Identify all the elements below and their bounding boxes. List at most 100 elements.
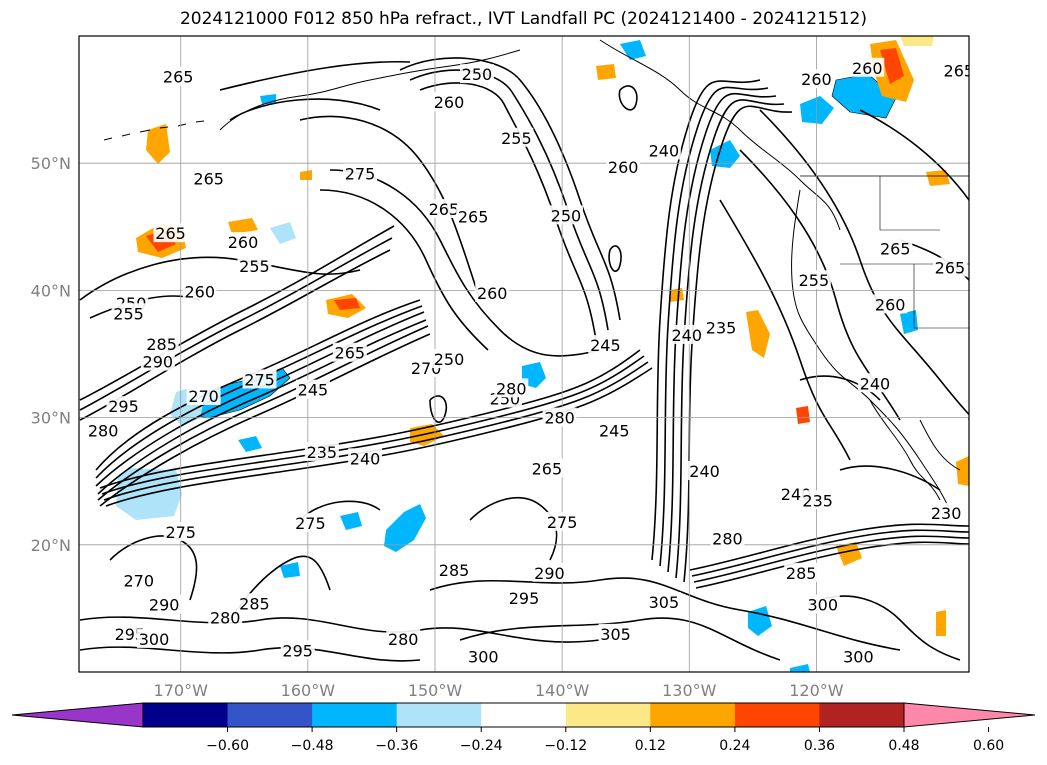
contour-label: 235 xyxy=(307,443,338,462)
contour-label-bg xyxy=(144,333,179,353)
contour-line xyxy=(419,82,597,341)
shade-patch xyxy=(270,222,296,244)
contour-label: 305 xyxy=(600,625,631,644)
contour-line xyxy=(695,541,969,589)
contour-label-bg xyxy=(186,385,221,405)
contour-line xyxy=(97,319,427,495)
colorbar-segment xyxy=(143,703,229,727)
shade-patch xyxy=(748,606,772,636)
contour-label-bg xyxy=(878,238,913,258)
shade-patch xyxy=(596,64,616,80)
colorbar-tick-label: −0.36 xyxy=(375,738,418,754)
contour-label-bg xyxy=(280,640,315,660)
contour-label: 240 xyxy=(689,462,720,481)
contour-label: 280 xyxy=(388,630,419,649)
shade-patch xyxy=(900,36,934,46)
contour-label: 280 xyxy=(712,529,743,548)
contour-label: 255 xyxy=(799,271,830,290)
contour-label-bg xyxy=(857,373,892,393)
shade-patch xyxy=(280,562,300,578)
lon-tick-label: 150°W xyxy=(408,681,463,700)
lon-tick-label: 160°W xyxy=(281,681,336,700)
contour-label-bg xyxy=(295,379,330,399)
contour-label-bg xyxy=(646,140,681,160)
contour-label: 280 xyxy=(544,409,575,428)
contour-label: 255 xyxy=(239,257,270,276)
lon-tick-label: 130°W xyxy=(662,681,717,700)
contour-label-bg xyxy=(208,607,243,627)
contour-line xyxy=(675,99,785,579)
contour-label-bg xyxy=(182,281,217,301)
contour-label: 260 xyxy=(875,295,906,314)
contour-label-bg xyxy=(606,157,641,177)
contour-label: 240 xyxy=(860,374,891,393)
contour-line xyxy=(651,79,761,561)
contour-label-bg xyxy=(121,570,156,590)
coastline-baja xyxy=(869,399,941,501)
contour-label: 285 xyxy=(786,564,817,583)
lon-tick-label: 120°W xyxy=(789,681,844,700)
contour-label-bg xyxy=(532,562,567,582)
contour-label-bg xyxy=(304,441,339,461)
contour-label-bg xyxy=(237,593,272,613)
contour-line xyxy=(839,465,941,491)
shade-patch xyxy=(300,170,312,180)
contour-label-bg xyxy=(111,303,146,323)
contour-line xyxy=(691,529,969,577)
colorbar-segment xyxy=(396,703,482,727)
contour-label-bg xyxy=(426,198,461,218)
contour-label-bg xyxy=(929,503,964,522)
contour-label-bg xyxy=(456,206,491,226)
contour-label: 235 xyxy=(802,491,833,510)
contour-label: 250 xyxy=(551,206,582,225)
contour-label-bg xyxy=(386,628,421,648)
contour-label-bg xyxy=(237,256,272,276)
contour-label-bg xyxy=(137,628,172,648)
shade-patch xyxy=(620,40,646,60)
shade-patch xyxy=(880,48,904,84)
contour-line xyxy=(79,225,395,401)
coastlines xyxy=(103,39,969,511)
shade-patch xyxy=(956,456,969,486)
contour-line xyxy=(693,535,969,583)
colorbar-tick-label: −0.60 xyxy=(206,738,249,754)
colorbar-segment xyxy=(565,703,651,727)
colorbar-segment xyxy=(227,703,313,727)
contour-line xyxy=(79,646,421,662)
colorbar-extend-low xyxy=(11,702,144,728)
contour-label: 300 xyxy=(468,648,499,667)
shade-patch xyxy=(334,298,360,310)
contour-label: 260 xyxy=(801,70,832,89)
contour-line xyxy=(859,109,969,201)
contour-label: 265 xyxy=(880,239,911,258)
contour-line xyxy=(319,189,489,351)
contour-line xyxy=(219,60,411,91)
contour-label: 290 xyxy=(149,596,180,615)
contour-label: 275 xyxy=(295,514,326,533)
contour-label-bg xyxy=(86,420,121,440)
shade-patch xyxy=(238,436,262,452)
contour-label: 245 xyxy=(599,421,630,440)
contour-label-bg xyxy=(153,223,188,243)
contour-line xyxy=(719,199,851,461)
contour-line xyxy=(79,237,393,411)
shade-patch xyxy=(796,406,810,424)
contour-label-bg xyxy=(850,57,885,77)
colorbar-segment xyxy=(819,703,905,727)
contour-label: 265 xyxy=(944,61,975,80)
contour-label-bg xyxy=(542,407,577,427)
colorbar-segment xyxy=(734,703,820,727)
contour-label: 295 xyxy=(108,397,139,416)
contour-line xyxy=(101,355,645,495)
contour-label: 260 xyxy=(852,59,883,78)
shade-patch xyxy=(340,512,362,530)
contour-label: 260 xyxy=(477,284,508,303)
colorbar-tick-label: −0.24 xyxy=(460,738,503,754)
colorbar-frame xyxy=(142,702,905,728)
coastline-west-us xyxy=(791,189,951,511)
contour-label: 255 xyxy=(501,129,532,148)
contour-line xyxy=(429,395,448,423)
shade-patch xyxy=(146,124,170,164)
contour-line xyxy=(608,245,622,272)
